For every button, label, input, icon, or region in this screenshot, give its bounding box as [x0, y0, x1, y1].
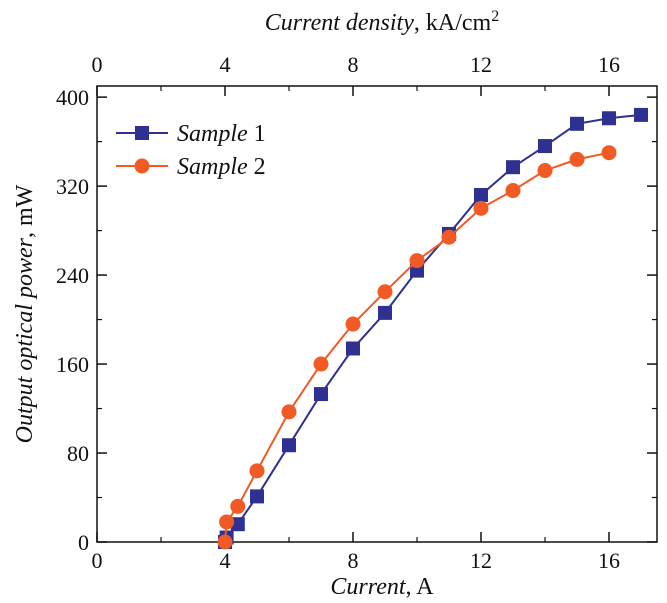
top-tick-label: 16 [598, 52, 620, 77]
data-point [569, 151, 585, 167]
top-tick-label: 8 [348, 52, 359, 77]
y-axis-title: Output optical power, mW [12, 184, 38, 443]
x-tick-label: 12 [470, 548, 492, 573]
series-2 [217, 145, 617, 550]
data-point [601, 145, 617, 161]
legend-label-sample-1-rest: 1 [248, 121, 266, 147]
legend-marker-sample-2 [134, 158, 150, 174]
top-tick-label: 0 [92, 52, 103, 77]
data-point [473, 200, 489, 216]
data-point [474, 187, 488, 202]
x-tick-label: 0 [92, 548, 103, 573]
top-x-axis-title-rest: , kA/cm [414, 10, 492, 36]
series-1 [218, 107, 648, 549]
y-axis-title-italic: Output optical power [12, 237, 38, 443]
data-point [346, 341, 360, 356]
data-point [409, 253, 425, 269]
data-point [219, 514, 235, 530]
series-line-1 [224, 113, 642, 543]
legend-item-sample-2: Sample 2 [116, 154, 266, 180]
bottom-x-ticks: 0 4 8 12 16 [92, 532, 620, 573]
y-tick-label: 160 [56, 352, 89, 377]
top-x-axis-title-italic: Current density [265, 10, 414, 36]
data-point [217, 534, 233, 550]
data-point [314, 387, 328, 402]
y-ticks: 0 80 160 240 320 400 [56, 85, 657, 555]
legend-marker-sample-1 [135, 126, 149, 140]
y-tick-label: 0 [78, 530, 89, 555]
data-point [230, 498, 246, 514]
y-tick-label: 320 [56, 174, 89, 199]
data-point [345, 316, 361, 332]
data-point [602, 111, 616, 126]
top-tick-label: 12 [470, 52, 492, 77]
data-point [634, 107, 648, 122]
y-tick-label: 400 [56, 85, 89, 110]
data-point [378, 305, 392, 320]
legend: Sample 1 Sample 2 [116, 121, 266, 180]
legend-label-sample-2: Sample 2 [177, 154, 266, 180]
data-point [505, 183, 521, 199]
x-axis-title-italic: Current [330, 574, 406, 600]
series-layer [217, 107, 648, 550]
legend-label-sample-1: Sample 1 [177, 121, 266, 147]
x-tick-label: 16 [598, 548, 620, 573]
data-point [570, 116, 584, 131]
legend-label-sample-2-italic: Sample [177, 154, 248, 180]
top-x-ticks: 0 4 8 12 16 [92, 52, 620, 96]
legend-item-sample-1: Sample 1 [116, 121, 266, 147]
data-point [441, 229, 457, 245]
legend-label-sample-2-rest: 2 [248, 154, 266, 180]
top-x-axis-title-sup: 2 [491, 8, 499, 25]
data-point [230, 517, 245, 532]
data-point [249, 463, 265, 479]
data-point [313, 356, 329, 372]
y-tick-label: 80 [67, 441, 89, 466]
data-point [537, 163, 553, 179]
x-axis-title-rest: , A [406, 574, 435, 600]
x-axis-title: Current, A [330, 574, 434, 600]
data-point [377, 284, 393, 300]
data-point [250, 489, 264, 504]
x-tick-label: 8 [348, 548, 359, 573]
y-tick-label: 240 [56, 263, 89, 288]
data-point [281, 404, 297, 420]
legend-label-sample-1-italic: Sample [177, 121, 248, 147]
data-point [538, 139, 552, 154]
series-line-2 [224, 151, 610, 543]
data-point [506, 160, 520, 175]
top-x-axis-title: Current density, kA/cm2 [265, 8, 499, 36]
data-point [282, 438, 296, 453]
plot-frame [96, 85, 658, 543]
y-axis-title-rest: , mW [12, 184, 38, 238]
top-tick-label: 4 [220, 52, 231, 77]
x-tick-label: 4 [220, 548, 231, 573]
